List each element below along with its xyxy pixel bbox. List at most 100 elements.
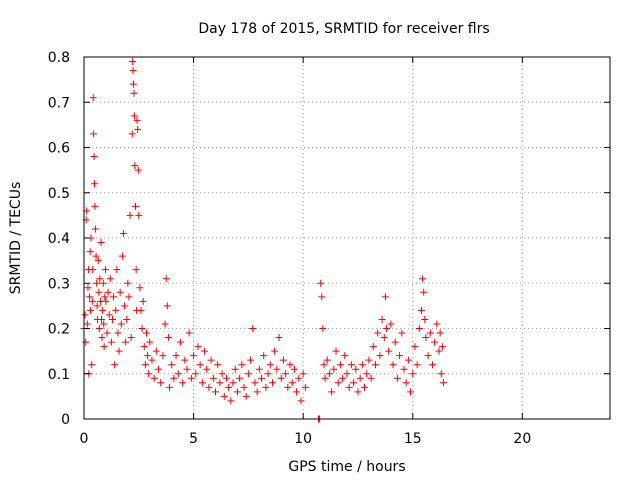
data-point (266, 361, 274, 369)
data-point (433, 320, 441, 328)
data-point (247, 356, 255, 364)
data-point (96, 275, 104, 283)
data-point (164, 334, 172, 342)
grid (84, 57, 610, 419)
data-point (420, 288, 428, 296)
data-point (136, 284, 144, 292)
y-tick-label: 0 (61, 412, 70, 428)
axis-ticks (83, 56, 610, 420)
data-point (100, 343, 108, 351)
data-point (284, 383, 292, 391)
data-point (132, 202, 140, 210)
data-point (238, 361, 246, 369)
data-point (264, 370, 272, 378)
data-point (339, 374, 347, 382)
data-point (407, 388, 415, 396)
data-point (251, 379, 259, 387)
data-point (381, 293, 389, 301)
data-point (428, 361, 436, 369)
data-point (356, 374, 364, 382)
data-point (135, 211, 143, 219)
data-point (112, 306, 120, 314)
data-point (279, 356, 287, 364)
data-point (436, 329, 444, 337)
data-point (115, 347, 123, 355)
data-point (138, 325, 146, 332)
data-point (231, 365, 239, 373)
data-point (332, 347, 340, 355)
data-point (320, 361, 328, 369)
data-point (105, 311, 113, 319)
x-tick-label: 0 (80, 431, 89, 447)
data-point (137, 306, 145, 314)
data-point (140, 343, 148, 351)
data-point (89, 266, 97, 274)
data-point (275, 334, 283, 342)
y-tick-label: 0.4 (48, 231, 70, 247)
data-point (347, 361, 355, 369)
data-point (90, 153, 98, 161)
data-point (190, 352, 198, 360)
data-point (187, 374, 195, 382)
data-points (80, 58, 447, 423)
data-point (277, 374, 285, 382)
data-point (391, 338, 399, 346)
data-point (203, 365, 211, 373)
data-point (411, 343, 419, 351)
data-point (97, 239, 105, 247)
data-point (118, 252, 126, 260)
data-point (95, 325, 103, 332)
data-point (431, 338, 439, 346)
data-point (334, 379, 342, 387)
data-point (233, 388, 241, 396)
data-point (150, 374, 158, 382)
data-point (413, 361, 421, 369)
data-point (382, 325, 390, 332)
data-point (108, 315, 116, 323)
data-point (209, 374, 217, 382)
data-point (185, 329, 193, 337)
data-point (396, 352, 404, 360)
data-point (387, 320, 395, 328)
data-point (255, 365, 263, 373)
data-point (145, 370, 153, 378)
data-point (129, 67, 137, 75)
data-point (330, 365, 338, 373)
data-point (102, 297, 110, 305)
data-point (371, 361, 379, 369)
data-point (325, 370, 333, 378)
data-point (196, 361, 204, 369)
data-point (214, 361, 222, 369)
data-point (161, 320, 169, 328)
data-point (125, 293, 133, 301)
data-point (404, 356, 412, 364)
data-point (369, 343, 377, 351)
data-point (409, 370, 417, 378)
data-point (87, 306, 95, 314)
data-point (82, 338, 90, 346)
data-point (130, 112, 138, 120)
data-point (435, 347, 443, 355)
data-point (103, 329, 111, 337)
data-point (419, 275, 427, 283)
x-tick-labels: 0 5 10 15 20 (80, 431, 532, 447)
x-tick-label: 15 (404, 431, 422, 447)
data-point (104, 288, 112, 296)
data-point (282, 370, 290, 378)
data-point (127, 334, 135, 342)
data-point (352, 365, 360, 373)
data-point (290, 365, 298, 373)
data-point (236, 374, 244, 382)
data-point (116, 288, 124, 296)
data-point (144, 352, 152, 360)
data-point (91, 225, 99, 233)
data-point (345, 383, 353, 391)
data-point (130, 80, 138, 88)
data-point (121, 302, 129, 310)
data-point (288, 379, 296, 387)
data-point (418, 306, 426, 314)
y-tick-label: 0.3 (48, 276, 70, 292)
x-tick-label: 5 (189, 431, 198, 447)
data-point (229, 379, 237, 387)
